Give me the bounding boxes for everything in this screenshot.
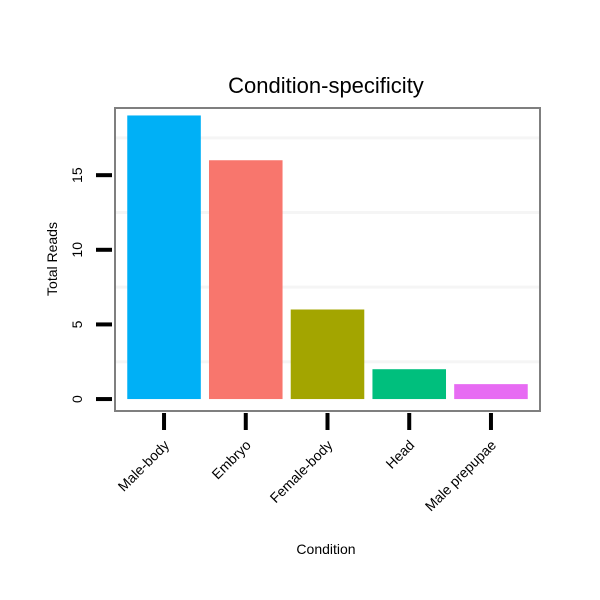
plot-border — [114, 107, 541, 412]
bar-male-prepupae — [454, 384, 528, 400]
x-tick-label: Head — [382, 437, 417, 472]
y-tick-label: 5 — [69, 320, 85, 328]
bar-female-body — [290, 309, 365, 400]
chart-title: Condition-specificity — [228, 73, 424, 98]
x-tick-label: Embryo — [208, 437, 254, 483]
y-tick-label: 10 — [69, 242, 85, 258]
x-tick-label: Female-body — [267, 437, 336, 506]
x-tick-label: Male-body — [115, 437, 173, 495]
y-axis: 0 5 10 15 — [69, 167, 112, 403]
y-tick-label: 15 — [69, 167, 85, 183]
bars — [127, 115, 528, 400]
x-tick-label: Male prepupae — [422, 437, 500, 515]
x-axis: Male-body Embryo Female-body Head Male prepu… — [115, 413, 500, 515]
bar-head — [372, 369, 447, 400]
y-tick-label: 0 — [69, 395, 85, 403]
x-axis-label: Condition — [296, 541, 355, 557]
y-axis-label: Total Reads — [44, 222, 60, 296]
bar-embryo — [208, 160, 283, 400]
bar-male-body — [127, 115, 201, 400]
